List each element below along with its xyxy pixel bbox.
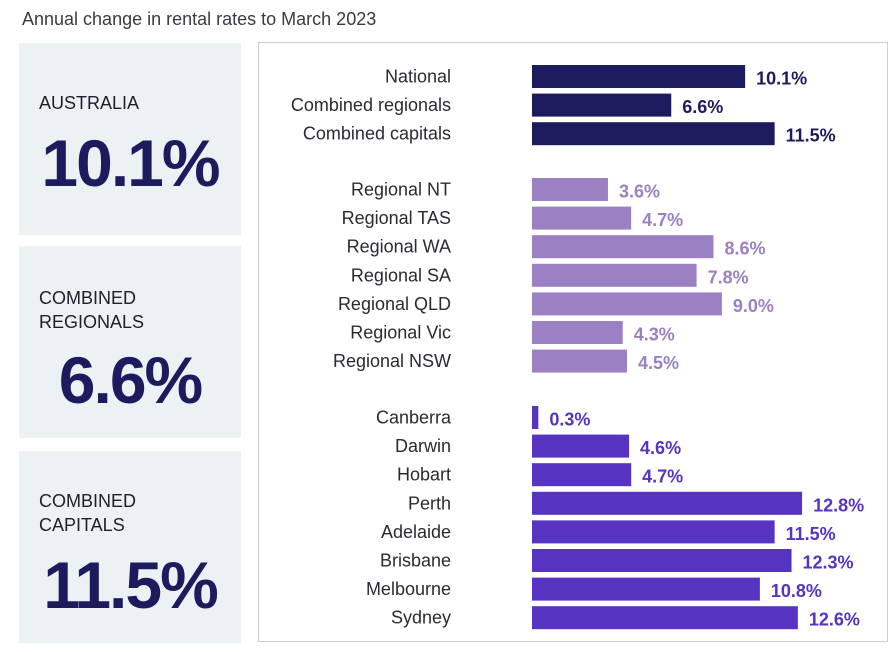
bar-chart: National 10.1% Combined regionals 6.6% Combi… xyxy=(291,65,864,630)
value-label: 4.6% xyxy=(640,438,681,458)
category-label: Perth xyxy=(408,493,451,513)
card-capitals-label-line1: COMBINED xyxy=(39,491,137,511)
card-regionals-label-line2: REGIONALS xyxy=(39,312,145,332)
category-label: Sydney xyxy=(391,608,451,628)
value-label: 11.5% xyxy=(786,126,836,146)
card-capitals-value: 11.5% xyxy=(43,548,219,622)
category-label: Melbourne xyxy=(366,579,451,599)
category-label: Canberra xyxy=(376,408,452,428)
bar xyxy=(532,93,672,117)
bar xyxy=(532,292,722,316)
card-australia: AUSTRALIA 10.1% xyxy=(19,43,241,235)
bar xyxy=(532,206,632,230)
bar xyxy=(532,434,630,458)
category-label: Regional Vic xyxy=(350,323,451,343)
category-label: Hobart xyxy=(397,465,451,485)
bar xyxy=(532,65,746,88)
value-label: 12.3% xyxy=(803,553,854,573)
bar xyxy=(532,122,775,146)
card-regionals-label-line1: COMBINED xyxy=(39,288,137,308)
bar xyxy=(532,235,714,259)
value-label: 12.6% xyxy=(809,610,860,630)
bar xyxy=(532,263,697,287)
value-label: 4.7% xyxy=(642,210,683,230)
value-label: 9.0% xyxy=(733,296,774,316)
value-label: 6.6% xyxy=(682,97,723,117)
bar xyxy=(532,349,627,373)
category-label: Regional QLD xyxy=(338,294,451,314)
category-label: National xyxy=(385,67,451,87)
value-label: 4.5% xyxy=(638,353,679,373)
category-label: Combined capitals xyxy=(303,124,451,144)
bar xyxy=(532,178,608,201)
card-capitals-label-line2: CAPITALS xyxy=(39,515,125,535)
card-combined-regionals: COMBINED REGIONALS 6.6% xyxy=(19,246,241,438)
category-label: Darwin xyxy=(395,436,451,456)
bar-chart-panel: National 10.1% Combined regionals 6.6% Combi… xyxy=(258,42,888,642)
card-combined-capitals: COMBINED CAPITALS 11.5% xyxy=(19,451,241,643)
bar xyxy=(532,577,760,601)
bar xyxy=(532,520,775,544)
bar xyxy=(532,549,792,572)
value-label: 3.6% xyxy=(619,182,660,202)
bar xyxy=(532,606,798,630)
value-label: 11.5% xyxy=(786,524,836,544)
value-label: 4.7% xyxy=(642,467,683,487)
bar xyxy=(532,321,623,344)
category-label: Regional NSW xyxy=(333,351,451,371)
category-label: Regional WA xyxy=(347,237,451,257)
bar xyxy=(532,406,539,429)
value-label: 7.8% xyxy=(708,267,749,287)
card-regionals-value: 6.6% xyxy=(58,343,203,417)
bar xyxy=(532,491,803,515)
value-label: 0.3% xyxy=(549,410,590,430)
category-label: Adelaide xyxy=(381,522,451,542)
value-label: 4.3% xyxy=(634,325,675,345)
card-australia-value: 10.1% xyxy=(41,126,220,200)
value-label: 8.6% xyxy=(724,239,765,259)
card-australia-label: AUSTRALIA xyxy=(39,93,140,113)
value-label: 10.1% xyxy=(756,69,807,89)
category-label: Regional NT xyxy=(351,180,451,200)
category-label: Regional SA xyxy=(351,265,451,285)
category-label: Combined regionals xyxy=(291,95,451,115)
category-label: Regional TAS xyxy=(342,208,451,228)
chart-title: Annual change in rental rates to March 2… xyxy=(22,9,377,29)
bar xyxy=(532,463,632,487)
value-label: 12.8% xyxy=(813,495,864,515)
category-label: Brisbane xyxy=(380,551,451,571)
value-label: 10.8% xyxy=(771,581,822,601)
